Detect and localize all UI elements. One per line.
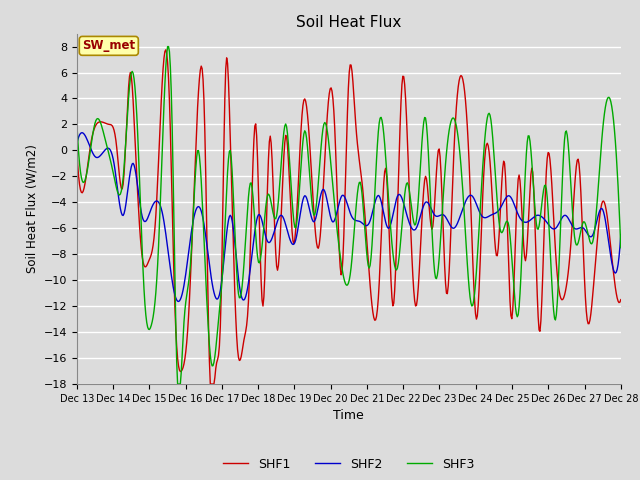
- SHF3: [617, 245, 625, 251]
- SHF1: [484, 143, 492, 149]
- SHF2: [79, 130, 86, 135]
- SHF2: [321, 188, 328, 194]
- SHF1: [214, 352, 222, 358]
- SHF2: [438, 212, 445, 217]
- X-axis label: Time: Time: [333, 409, 364, 422]
- SHF1: [162, 47, 170, 53]
- SHF1: [396, 150, 403, 156]
- Y-axis label: Soil Heat Flux (W/m2): Soil Heat Flux (W/m2): [25, 144, 38, 273]
- Text: SW_met: SW_met: [82, 39, 136, 52]
- SHF2: [484, 214, 492, 219]
- SHF1: [321, 157, 328, 163]
- Title: Soil Heat Flux: Soil Heat Flux: [296, 15, 401, 30]
- SHF3: [484, 111, 492, 117]
- SHF2: [617, 232, 625, 238]
- SHF2: [175, 299, 182, 304]
- SHF3: [170, 221, 178, 227]
- SHF3: [214, 318, 222, 324]
- SHF3: [396, 253, 403, 259]
- SHF1: [73, 147, 81, 153]
- SHF3: [73, 119, 81, 125]
- SHF3: [321, 120, 328, 125]
- SHF2: [214, 295, 222, 300]
- Legend: SHF1, SHF2, SHF3: SHF1, SHF2, SHF3: [218, 453, 480, 476]
- SHF2: [396, 192, 403, 197]
- SHF1: [438, 191, 445, 196]
- Line: SHF3: SHF3: [77, 47, 621, 384]
- SHF1: [170, 274, 178, 280]
- SHF3: [164, 44, 172, 49]
- Line: SHF2: SHF2: [77, 132, 621, 301]
- SHF2: [73, 141, 81, 147]
- SHF3: [174, 381, 182, 387]
- SHF1: [207, 381, 214, 387]
- SHF1: [617, 297, 625, 302]
- SHF3: [438, 215, 445, 221]
- Line: SHF1: SHF1: [77, 50, 621, 384]
- SHF2: [170, 288, 178, 294]
